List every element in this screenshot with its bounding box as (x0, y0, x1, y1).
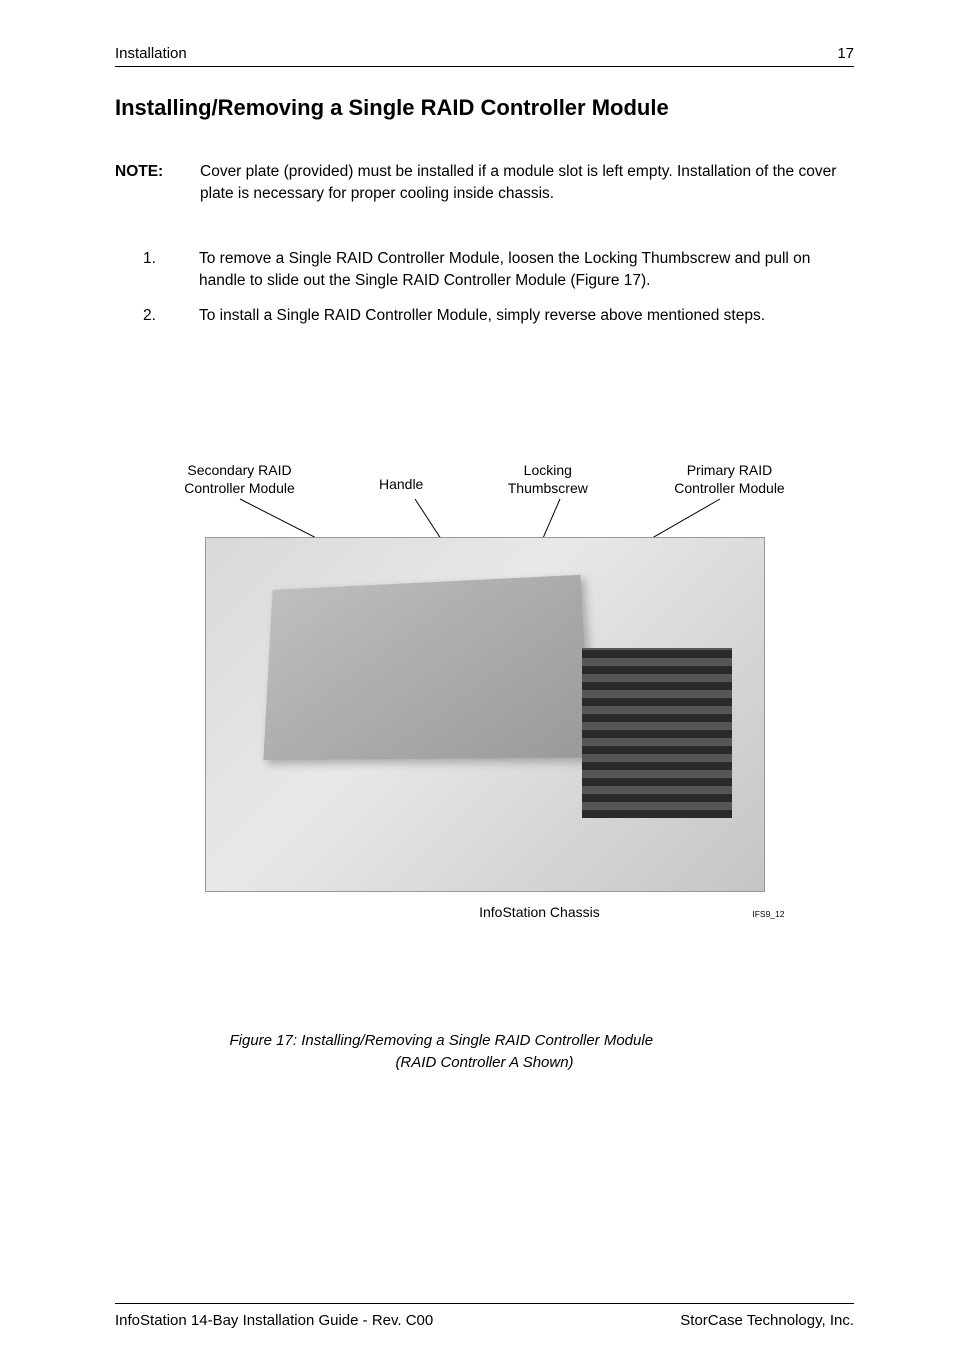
label-locking-thumbscrew: Locking Thumbscrew (488, 462, 608, 497)
note-text: Cover plate (provided) must be installed… (200, 161, 854, 206)
step-text: To remove a Single RAID Controller Modul… (199, 248, 854, 291)
label-handle: Handle (361, 462, 441, 497)
step-list: 1. To remove a Single RAID Controller Mo… (143, 248, 854, 327)
note-label: NOTE: (115, 161, 200, 206)
chassis-caption: InfoStation Chassis (337, 904, 600, 920)
chassis-caption-row: InfoStation Chassis IFS9_12 (185, 904, 785, 920)
page-footer: InfoStation 14-Bay Installation Guide - … (115, 1303, 854, 1329)
chassis-photo (205, 537, 765, 892)
footer-row: InfoStation 14-Bay Installation Guide - … (115, 1312, 854, 1329)
figure-area: Secondary RAID Controller Module Handle … (115, 462, 854, 1074)
leader-lines-svg (165, 497, 805, 537)
step-text: To install a Single RAID Controller Modu… (199, 305, 854, 327)
figure-labels-row: Secondary RAID Controller Module Handle … (165, 462, 805, 497)
leader-lines (165, 497, 805, 537)
step-number: 2. (143, 305, 199, 327)
figure-caption-line1: Figure 17: Installing/Removing a Single … (230, 1030, 740, 1052)
footer-right: StorCase Technology, Inc. (680, 1312, 854, 1329)
header-page-number: 17 (837, 45, 854, 62)
footer-rule (115, 1303, 854, 1304)
page-header: Installation 17 (115, 45, 854, 67)
label-text: Primary RAID Controller Module (674, 462, 785, 497)
note-block: NOTE: Cover plate (provided) must be ins… (115, 161, 854, 206)
footer-left: InfoStation 14-Bay Installation Guide - … (115, 1312, 433, 1329)
header-section: Installation (115, 45, 187, 62)
step-number: 1. (143, 248, 199, 291)
image-code: IFS9_12 (752, 909, 784, 919)
label-primary-raid: Primary RAID Controller Module (654, 462, 804, 497)
label-text: Secondary RAID Controller Module (184, 462, 295, 497)
figure-caption-line2: (RAID Controller A Shown) (230, 1052, 740, 1074)
section-title: Installing/Removing a Single RAID Contro… (115, 95, 854, 121)
step-item: 2. To install a Single RAID Controller M… (143, 305, 854, 327)
label-secondary-raid: Secondary RAID Controller Module (165, 462, 315, 497)
label-text: Handle (379, 476, 423, 494)
label-text: Locking Thumbscrew (508, 462, 588, 497)
step-item: 1. To remove a Single RAID Controller Mo… (143, 248, 854, 291)
figure-caption: Figure 17: Installing/Removing a Single … (230, 1030, 740, 1074)
